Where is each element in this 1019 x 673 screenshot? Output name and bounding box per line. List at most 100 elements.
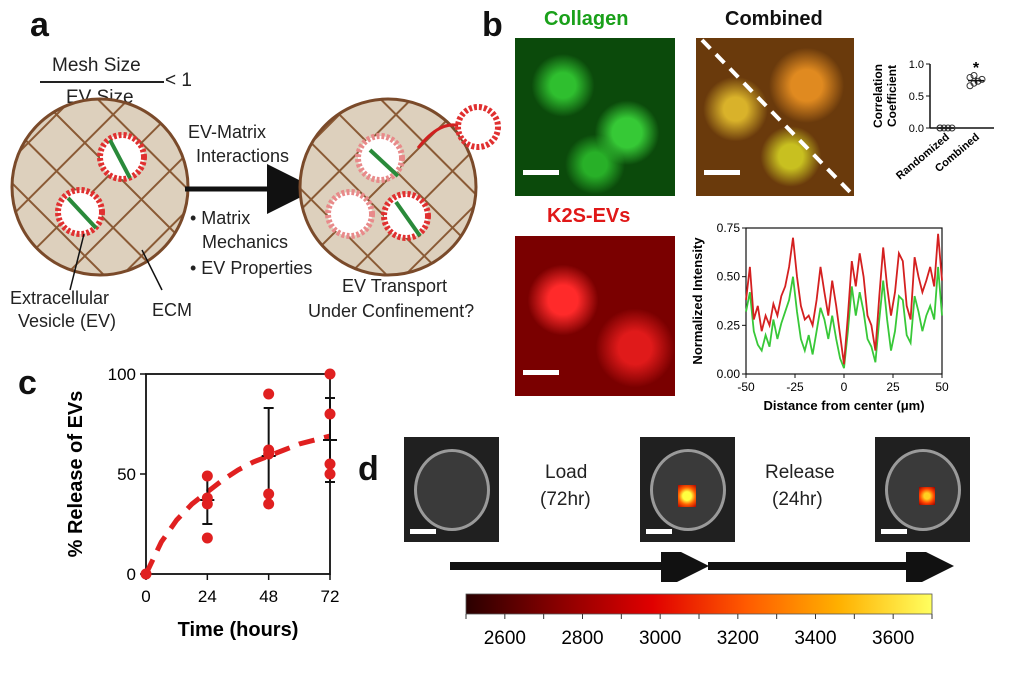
colorbar-tick-label: 2800 [561,628,603,649]
data-point [324,458,336,470]
bullet-ev-properties: • EV Properties [190,258,313,278]
scale-bar [646,529,672,534]
question-line1: EV Transport [342,276,448,296]
data-point [140,568,152,580]
collagen-title: Collagen [544,8,629,30]
well-image-initial [404,437,499,542]
colorbar-tick-label: 3400 [794,628,836,649]
colorbar: 2600 2800 3000 3200 3400 3600 [465,593,933,649]
data-point [263,388,275,400]
y-tick-label: 0.25 [717,318,741,332]
data-point [978,75,986,83]
collagen-micrograph [515,38,675,196]
data-point [970,72,978,80]
bullet-matrix: • Matrix [190,208,251,228]
ev-vesicle-icon [325,133,431,241]
k2s-micrograph [515,236,675,396]
panel-c-letter: c [18,364,37,402]
panel-a-letter: a [30,6,49,44]
ev-pointer [69,233,85,291]
label-ev-line2: Vesicle (EV) [18,311,117,331]
data-point [201,492,213,504]
step-release-line1: Release [765,462,835,483]
x-axis-label: Time (hours) [178,619,299,641]
well-image-released [875,437,970,542]
arrow-label-line1: EV-Matrix [188,122,267,142]
scale-bar [704,170,740,175]
step-load-line1: Load [545,462,588,483]
x-tick-label: 72 [321,587,340,606]
question-line2: Under Confinement? [308,301,475,321]
x-tick-label: 24 [198,587,217,606]
data-point [324,408,336,420]
y-tick-label: 100 [108,365,136,384]
ecm-pointer [141,249,163,291]
y-axis-label: % Release of EVs [65,391,87,558]
label-ev-line1: Extracellular [10,288,110,308]
panel-b-letter: b [482,6,503,44]
escape-arrow [416,123,461,149]
label-ecm: ECM [152,300,192,320]
panel-a-schematic [10,97,501,291]
x-axis-label: Distance from center (μm) [763,398,924,413]
series-line-k2s-evs [745,233,943,365]
y-axis-label: Correlation [871,64,885,128]
panel-d-letter: d [358,450,379,488]
k2s-title: K2S-EVs [547,205,631,227]
scale-bar [523,170,559,175]
data-point [263,444,275,456]
y-tick-label: 0.5 [909,91,924,103]
significance-marker: * [973,60,980,77]
y-tick-label: 0 [127,565,136,584]
ratio-divider [40,81,164,83]
well-image-loaded [640,437,735,542]
x-tick-label: -50 [737,380,755,394]
colorbar-tick-label: 3000 [639,628,681,649]
data-point [263,498,275,510]
ratio-condition: < 1 [165,70,192,91]
y-tick-label: 0.0 [909,123,924,135]
ev-signal [678,485,696,507]
fit-curve [143,433,331,576]
line-profile-chart: 0.00 0.25 0.50 0.75 -50 -25 0 25 50 Distance from… [690,222,949,413]
x-tick-label: 48 [259,587,278,606]
x-tick-label: 25 [886,380,900,394]
scale-bar [881,529,907,534]
colorbar-tick-label: 3200 [717,628,759,649]
y-axis-label: Normalized Intensity [690,237,705,365]
colorbar-gradient [465,593,933,615]
scale-bar [410,529,436,534]
ratio-numerator: Mesh Size [52,55,141,76]
y-tick-label: 0.00 [717,367,741,381]
data-point [324,368,336,380]
plot-frame [145,373,331,575]
x-tick-label: 50 [935,380,949,394]
y-tick-label: 0.75 [717,222,741,235]
combined-micrograph [696,38,854,196]
data-point [201,532,213,544]
line-profile-path [700,38,852,194]
scale-bar [523,370,559,375]
ecm-circle-left [10,97,190,277]
ev-vesicle-icon [55,132,147,237]
series-line-collagen [745,266,943,369]
step-load-line2: (72hr) [540,489,591,510]
y-tick-label: 0.50 [717,270,741,284]
timeline-arrows [450,552,954,582]
x-tick-label: 0 [141,587,150,606]
data-point [324,468,336,480]
step-release-line2: (24hr) [772,489,823,510]
data-point [263,488,275,500]
x-tick-label: -25 [786,380,804,394]
y-tick-label: 1.0 [909,59,924,71]
combined-title: Combined [725,8,823,30]
colorbar-tick-label: 3600 [872,628,914,649]
colorbar-tick-label: 2600 [484,628,526,649]
y-tick-label: 50 [117,465,136,484]
y-axis-label: Coefficient [885,65,899,127]
bullet-mechanics: Mechanics [202,232,289,252]
release-chart: 0 50 100 0 24 48 72 Time (hours) % Release of EV… [65,365,340,641]
arrow-label-line2: Interactions [196,146,290,166]
ev-signal [919,487,935,505]
